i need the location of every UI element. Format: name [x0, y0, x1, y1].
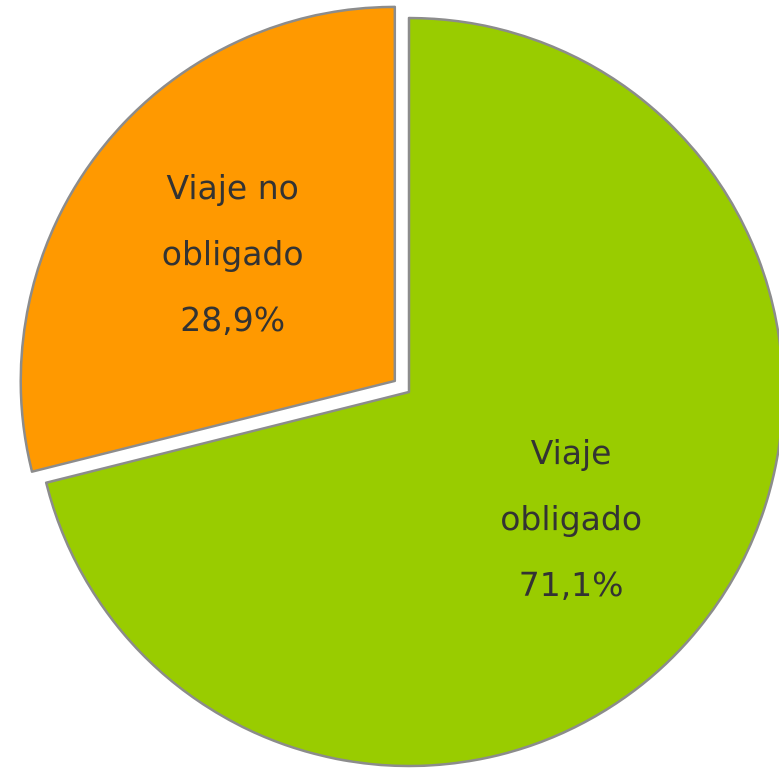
- slice-label: Viaje obligado 71,1%: [471, 420, 671, 618]
- pie-slice: [19, 5, 397, 473]
- value-label: 28,9%: [180, 300, 286, 340]
- category-label: Viaje obligado: [500, 432, 643, 538]
- slice-label: Viaje no obligado 28,9%: [133, 155, 333, 353]
- category-label: Viaje no obligado: [161, 168, 304, 274]
- pie-slice: [44, 16, 779, 768]
- value-label: 71,1%: [518, 564, 624, 604]
